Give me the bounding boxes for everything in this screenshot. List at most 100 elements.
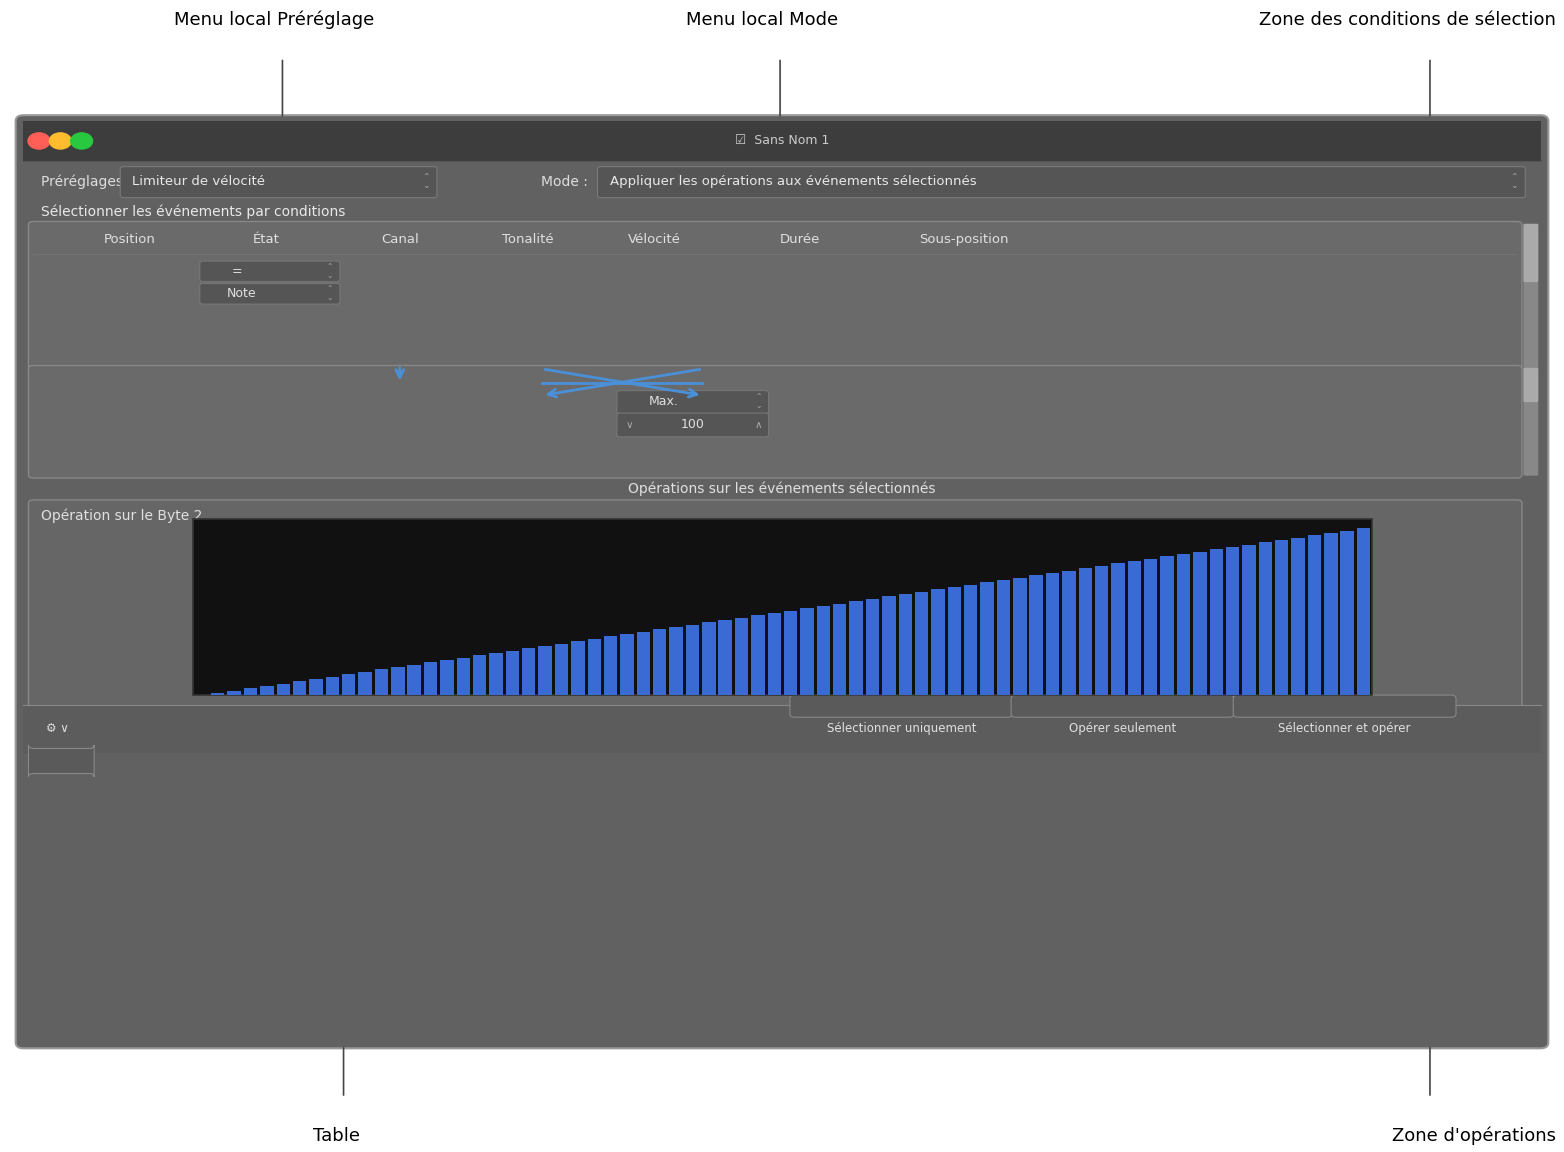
Bar: [424, 662, 438, 696]
Text: Opérer seulement: Opérer seulement: [1068, 722, 1176, 735]
Bar: [963, 585, 978, 696]
Text: ⌃
⌄: ⌃ ⌄: [327, 263, 333, 280]
Bar: [899, 594, 912, 696]
Bar: [277, 683, 289, 696]
Bar: [915, 592, 929, 696]
Bar: [604, 637, 618, 696]
FancyBboxPatch shape: [28, 365, 1522, 478]
Text: Menu local Préréglage: Menu local Préréglage: [174, 10, 374, 29]
Bar: [1193, 552, 1206, 696]
Bar: [1308, 536, 1322, 696]
Bar: [1095, 566, 1109, 696]
Bar: [849, 601, 863, 696]
Text: ☑  Sans Nom 1: ☑ Sans Nom 1: [735, 135, 829, 147]
Circle shape: [50, 132, 72, 149]
Bar: [571, 642, 585, 696]
Bar: [1292, 538, 1304, 696]
FancyBboxPatch shape: [200, 262, 339, 282]
Bar: [292, 681, 307, 696]
FancyBboxPatch shape: [1523, 367, 1539, 476]
Bar: [1062, 570, 1076, 696]
Text: ⌃
⌄: ⌃ ⌄: [755, 393, 762, 410]
Bar: [751, 615, 765, 696]
Bar: [768, 613, 780, 696]
Bar: [1145, 559, 1157, 696]
FancyBboxPatch shape: [1523, 223, 1539, 282]
Text: Max.: Max.: [649, 395, 679, 408]
Bar: [948, 588, 960, 696]
Text: Sélectionner et opérer: Sélectionner et opérer: [1278, 722, 1411, 735]
Text: Durée: Durée: [779, 233, 820, 245]
Bar: [1160, 556, 1175, 696]
Bar: [588, 639, 601, 696]
FancyBboxPatch shape: [1523, 223, 1539, 370]
Bar: [23, 121, 1541, 161]
Bar: [882, 597, 896, 696]
FancyBboxPatch shape: [28, 500, 1522, 708]
Text: Table: Table: [313, 1127, 360, 1145]
Text: Position: Position: [105, 233, 156, 245]
Text: Préréglages :: Préréglages :: [41, 174, 131, 189]
Bar: [555, 644, 568, 696]
Bar: [538, 646, 552, 696]
FancyBboxPatch shape: [28, 745, 94, 776]
Circle shape: [28, 132, 50, 149]
Text: Canal: Canal: [382, 233, 419, 245]
Bar: [1340, 531, 1354, 696]
Bar: [1079, 568, 1092, 696]
Bar: [1358, 528, 1370, 696]
Bar: [522, 649, 535, 696]
Text: Sélectionner les événements par conditions: Sélectionner les événements par conditio…: [41, 204, 346, 219]
Bar: [931, 590, 945, 696]
Bar: [375, 669, 388, 696]
Text: ⚙ ∨: ⚙ ∨: [45, 722, 69, 735]
Bar: [244, 688, 256, 696]
Bar: [702, 622, 716, 696]
Text: Note: Note: [227, 287, 256, 301]
Text: ⌃
⌄: ⌃ ⌄: [1511, 173, 1519, 190]
Bar: [260, 685, 274, 696]
FancyBboxPatch shape: [790, 695, 1013, 718]
FancyBboxPatch shape: [28, 221, 1522, 372]
Bar: [439, 660, 454, 696]
Bar: [194, 520, 1372, 696]
Text: ∧: ∧: [755, 420, 763, 430]
Text: État: État: [252, 233, 280, 245]
Text: Zone d'opérations: Zone d'opérations: [1392, 1127, 1556, 1145]
FancyBboxPatch shape: [1523, 367, 1539, 402]
Bar: [391, 667, 405, 696]
Text: ⌃
⌄: ⌃ ⌄: [422, 173, 430, 190]
Bar: [866, 599, 879, 696]
Circle shape: [70, 132, 92, 149]
Bar: [801, 608, 813, 696]
Bar: [1259, 543, 1272, 696]
Bar: [685, 624, 699, 696]
Text: 100: 100: [680, 418, 705, 432]
Bar: [1046, 573, 1059, 696]
Bar: [1209, 550, 1223, 696]
Bar: [1275, 540, 1289, 696]
FancyBboxPatch shape: [120, 167, 436, 198]
Bar: [1128, 561, 1142, 696]
Bar: [1226, 547, 1239, 696]
Text: Limiteur de vélocité: Limiteur de vélocité: [131, 175, 266, 188]
Bar: [637, 631, 651, 696]
Text: =: =: [231, 265, 242, 278]
Bar: [1325, 533, 1337, 696]
Text: Vélocité: Vélocité: [627, 233, 680, 245]
Text: ∨: ∨: [626, 420, 633, 430]
FancyBboxPatch shape: [597, 167, 1525, 198]
Bar: [472, 655, 486, 696]
Bar: [211, 694, 225, 696]
Bar: [996, 579, 1010, 696]
Text: ⌃
⌄: ⌃ ⌄: [327, 285, 333, 303]
Text: Sélectionner uniquement: Sélectionner uniquement: [826, 722, 976, 735]
FancyBboxPatch shape: [616, 391, 768, 414]
Bar: [654, 629, 666, 696]
Text: Tonalité: Tonalité: [502, 233, 554, 245]
Bar: [1176, 554, 1190, 696]
Bar: [816, 606, 830, 696]
Bar: [457, 658, 471, 696]
Text: Menu local Mode: Menu local Mode: [685, 10, 838, 29]
Bar: [1242, 545, 1256, 696]
